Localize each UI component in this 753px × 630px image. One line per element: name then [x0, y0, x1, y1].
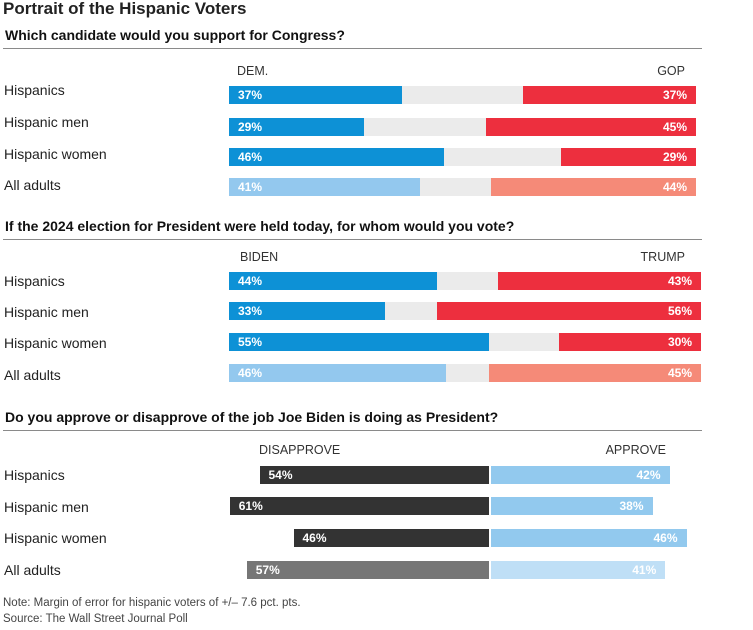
row-label: Hispanics — [4, 467, 65, 483]
bar-dem: 46% — [229, 148, 444, 166]
row-label: Hispanic men — [4, 499, 89, 515]
data-label: 37% — [662, 88, 687, 102]
bar-track: 44% 43% — [229, 272, 701, 290]
data-label: 54% — [268, 468, 293, 482]
bar-disapprove: 57% — [246, 561, 489, 579]
bar-trump: 30% — [559, 333, 701, 351]
bar-approve: 46% — [491, 529, 687, 547]
data-label: 46% — [302, 531, 327, 545]
data-label: 30% — [667, 335, 692, 349]
bar-dem: 37% — [229, 86, 402, 104]
legend-dem: DEM. — [237, 64, 269, 78]
bar-gop: 29% — [560, 148, 696, 166]
bar-disapprove: 54% — [259, 466, 489, 484]
bar-disapprove: 46% — [293, 529, 489, 547]
data-label: 46% — [238, 366, 263, 380]
bar-track: 46% 29% — [229, 148, 696, 166]
row-label: All adults — [4, 177, 61, 193]
data-label: 44% — [662, 180, 687, 194]
bar-gop: 44% — [490, 178, 696, 196]
bar-track: 37% 37% — [229, 86, 696, 104]
data-label: 41% — [632, 563, 657, 577]
data-label: 42% — [636, 468, 661, 482]
bar-track: 29% 45% — [229, 118, 696, 136]
chart-title: Portrait of the Hispanic Voters — [3, 0, 247, 18]
row-label: Hispanic women — [4, 335, 107, 351]
divider — [3, 48, 702, 49]
data-label: 57% — [255, 563, 280, 577]
data-label: 46% — [653, 531, 678, 545]
question-label: Which candidate would you support for Co… — [5, 27, 345, 43]
data-label: 33% — [238, 304, 263, 318]
row-label: Hispanic women — [4, 146, 107, 162]
legend-biden: BIDEN — [240, 250, 279, 264]
bar-biden: 55% — [229, 333, 489, 351]
bar-biden: 46% — [229, 364, 447, 382]
data-label: 29% — [662, 150, 687, 164]
bar-trump: 45% — [488, 364, 701, 382]
data-label: 45% — [662, 120, 687, 134]
row-label: Hispanic men — [4, 114, 89, 130]
bar-dem: 41% — [229, 178, 421, 196]
bar-track: 41% 44% — [229, 178, 696, 196]
legend-gop: GOP — [657, 64, 685, 78]
data-label: 46% — [238, 150, 263, 164]
data-label: 61% — [238, 499, 263, 513]
bar-biden: 33% — [229, 302, 385, 320]
president-2024-section: If the 2024 election for President were … — [0, 218, 753, 393]
legend-approve: APPROVE — [605, 443, 666, 457]
bar-track: 46% 45% — [229, 364, 701, 382]
data-label: 45% — [667, 366, 692, 380]
row-label: All adults — [4, 367, 61, 383]
bar-trump: 56% — [436, 302, 701, 320]
row-label: Hispanic men — [4, 304, 89, 320]
question-label: Do you approve or disapprove of the job … — [5, 409, 499, 425]
bar-approve: 41% — [491, 561, 666, 579]
bar-approve: 38% — [491, 497, 653, 515]
row-label: Hispanics — [4, 273, 65, 289]
bar-dem: 29% — [229, 118, 365, 136]
bar-track: 55% 30% — [229, 333, 701, 351]
approval-section: Do you approve or disapprove of the job … — [0, 409, 753, 584]
divider — [3, 430, 702, 431]
congress-section: Which candidate would you support for Co… — [0, 27, 753, 202]
divider — [3, 239, 702, 240]
bar-disapprove: 61% — [229, 497, 489, 515]
row-label: Hispanics — [4, 82, 65, 98]
data-label: 43% — [667, 274, 692, 288]
bar-biden: 44% — [229, 272, 437, 290]
row-label: All adults — [4, 562, 61, 578]
question-label: If the 2024 election for President were … — [5, 218, 515, 234]
data-label: 41% — [238, 180, 263, 194]
data-label: 56% — [667, 304, 692, 318]
data-label: 38% — [619, 499, 644, 513]
row-label: Hispanic women — [4, 530, 107, 546]
bar-gop: 37% — [523, 86, 696, 104]
bar-trump: 43% — [498, 272, 701, 290]
bar-track: 33% 56% — [229, 302, 701, 320]
legend-trump: TRUMP — [640, 250, 685, 264]
legend-disapprove: DISAPPROVE — [259, 443, 341, 457]
bar-approve: 42% — [491, 466, 670, 484]
data-label: 44% — [238, 274, 263, 288]
data-label: 37% — [238, 88, 263, 102]
footnote-note: Note: Margin of error for hispanic voter… — [3, 597, 301, 609]
data-label: 55% — [238, 335, 263, 349]
data-label: 29% — [238, 120, 263, 134]
footnote-source: Source: The Wall Street Journal Poll — [3, 613, 188, 625]
bar-gop: 45% — [485, 118, 696, 136]
